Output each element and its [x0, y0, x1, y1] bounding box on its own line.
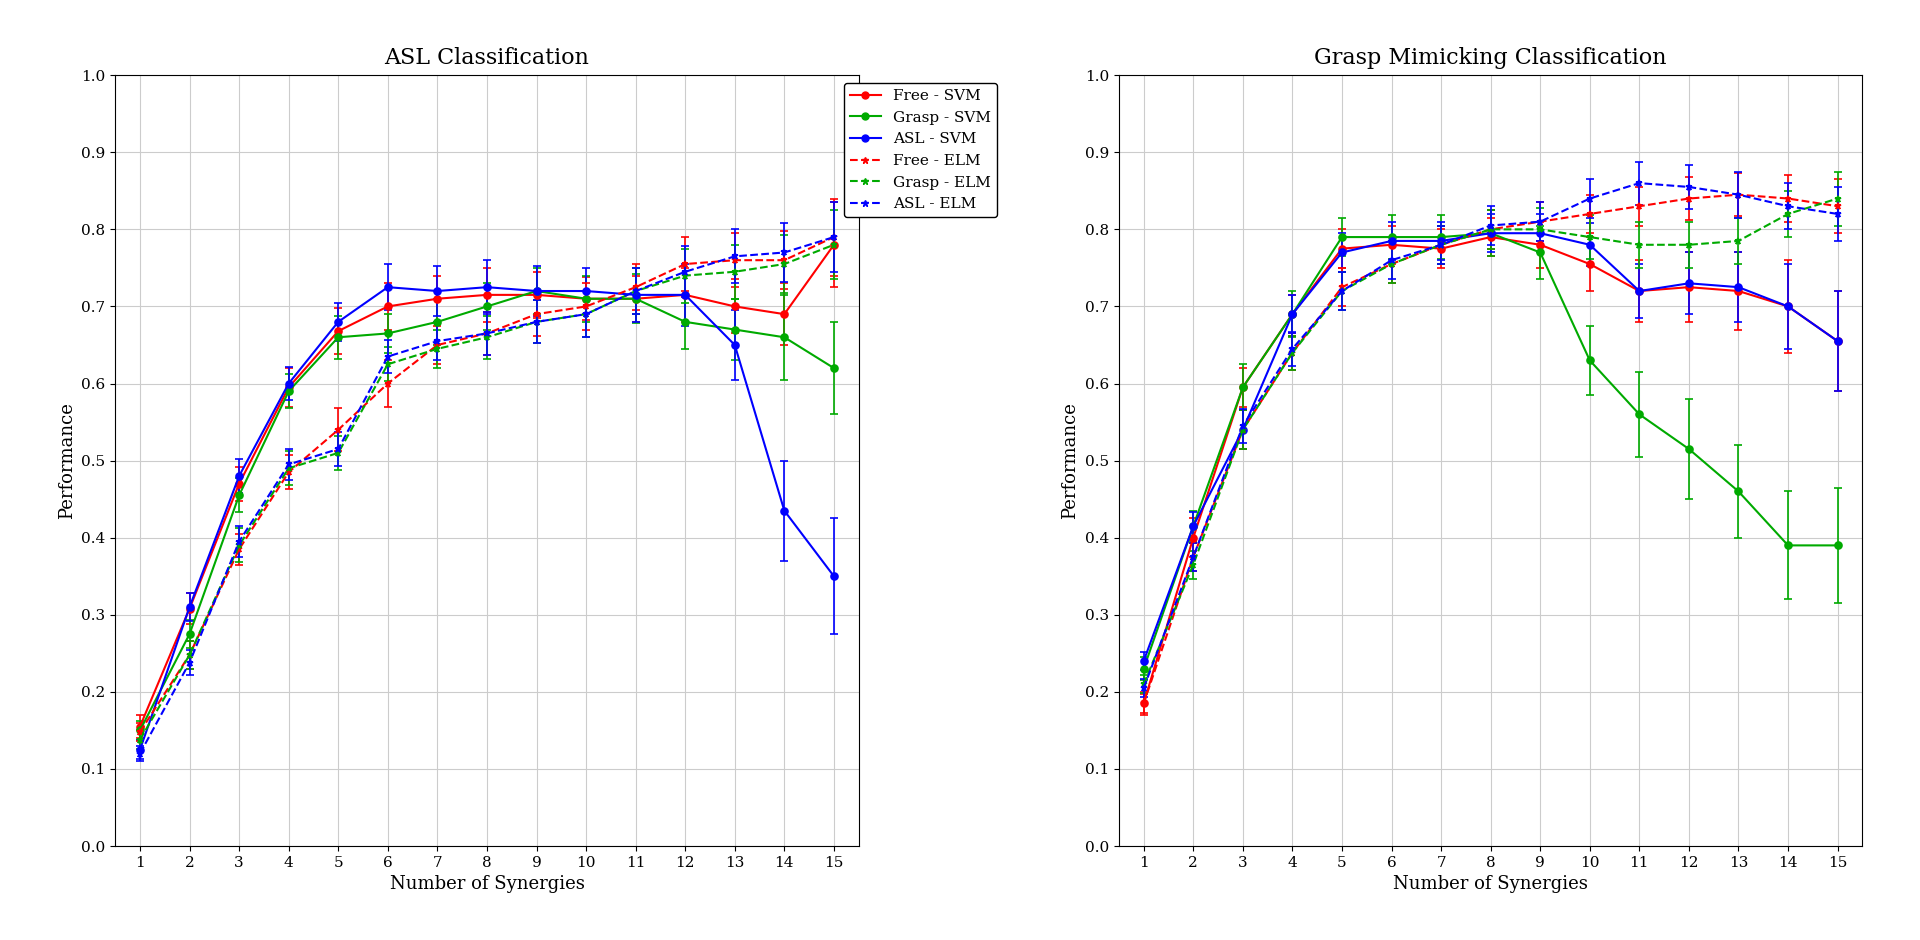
- Legend: Free - SVM, Grasp - SVM, ASL - SVM, Free - ELM, Grasp - ELM, ASL - ELM: Free - SVM, Grasp - SVM, ASL - SVM, Free…: [845, 83, 996, 217]
- X-axis label: Number of Synergies: Number of Synergies: [390, 875, 584, 893]
- X-axis label: Number of Synergies: Number of Synergies: [1394, 875, 1588, 893]
- Title: Grasp Mimicking Classification: Grasp Mimicking Classification: [1315, 47, 1667, 69]
- Y-axis label: Performance: Performance: [1062, 402, 1079, 519]
- Y-axis label: Performance: Performance: [58, 402, 75, 519]
- Title: ASL Classification: ASL Classification: [384, 47, 589, 69]
